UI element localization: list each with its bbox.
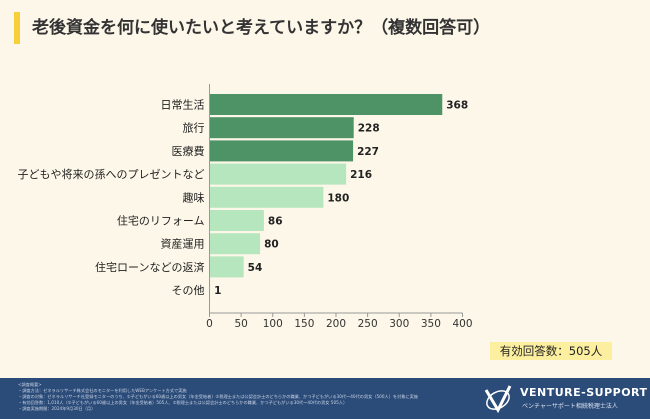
bar xyxy=(209,117,354,139)
x-tick-label: 400 xyxy=(452,318,472,330)
x-tick-label: 50 xyxy=(234,318,247,330)
category-label: 趣味 xyxy=(183,190,205,204)
survey-note: <調査概要> xyxy=(18,382,42,387)
value-label: 228 xyxy=(358,123,380,135)
category-label: 子どもや将来の孫へのプレゼントなど xyxy=(18,168,205,181)
brand-subtitle: ベンチャーサポート相続税理士法人 xyxy=(522,403,618,410)
bar xyxy=(209,186,324,208)
survey-notes: <調査概要> ・調査方法：ゼネラルリサーチ株式会社のモニターを利用したWEBアン… xyxy=(18,382,418,412)
value-label: 227 xyxy=(357,146,379,158)
x-tick-label: 350 xyxy=(421,318,441,330)
x-tick-label: 200 xyxy=(326,318,346,330)
survey-note: ・調査の対象：ゼネラルリサーチ社登録モニターのうち、①子どもがいる60歳以上の男… xyxy=(18,394,418,399)
category-label: 旅行 xyxy=(183,121,205,135)
category-label: 医療費 xyxy=(172,144,205,158)
category-label: 住宅ローンなどの返済 xyxy=(95,260,204,274)
brand-name: VENTURE-SUPPORT xyxy=(520,386,648,399)
value-label: 368 xyxy=(446,100,468,112)
bar xyxy=(209,210,264,231)
survey-note: ・調査実施期間：2024年9月30日（月） xyxy=(18,406,96,411)
value-label: 86 xyxy=(268,216,283,228)
survey-note: ・調査方法：ゼネラルリサーチ株式会社のモニターを利用したWEBアンケート方式で実… xyxy=(18,388,187,393)
category-label: 日常生活 xyxy=(161,98,205,112)
x-tick-label: 150 xyxy=(294,318,314,330)
title-accent-bar xyxy=(14,12,20,44)
bar xyxy=(209,256,244,278)
venture-support-logo-icon xyxy=(484,385,512,414)
bar xyxy=(209,94,443,115)
x-tick-label: 300 xyxy=(389,318,409,330)
footer: <調査概要> ・調査方法：ゼネラルリサーチ株式会社のモニターを利用したWEBアン… xyxy=(0,378,650,419)
total-responses-badge: 有効回答数：505人 xyxy=(490,342,612,360)
value-label: 216 xyxy=(350,169,372,181)
value-label: 54 xyxy=(248,262,263,274)
category-label: 住宅のリフォーム xyxy=(117,214,205,228)
x-tick-label: 250 xyxy=(358,318,378,330)
value-label: 1 xyxy=(214,285,221,297)
category-label: その他 xyxy=(172,284,205,297)
bar xyxy=(209,140,354,162)
category-label: 資産運用 xyxy=(161,238,205,251)
bar xyxy=(209,233,261,255)
chart-title: 老後資金を何に使いたいと考えていますか？（複数回答可） xyxy=(32,18,491,38)
bar-chart: 日常生活 368 旅行 228 医療費 227 子どもや将来の孫へのプレゼントなど 216 趣味… xyxy=(18,84,473,330)
survey-note: ・有効回答数：1,010人（①子どもがいる60歳以上の男女（年金受給者）505人… xyxy=(18,400,348,405)
x-tick-label: 100 xyxy=(263,318,283,330)
value-label: 80 xyxy=(264,239,279,251)
value-label: 180 xyxy=(327,192,349,204)
bar xyxy=(209,163,347,185)
x-tick-label: 0 xyxy=(206,318,213,330)
